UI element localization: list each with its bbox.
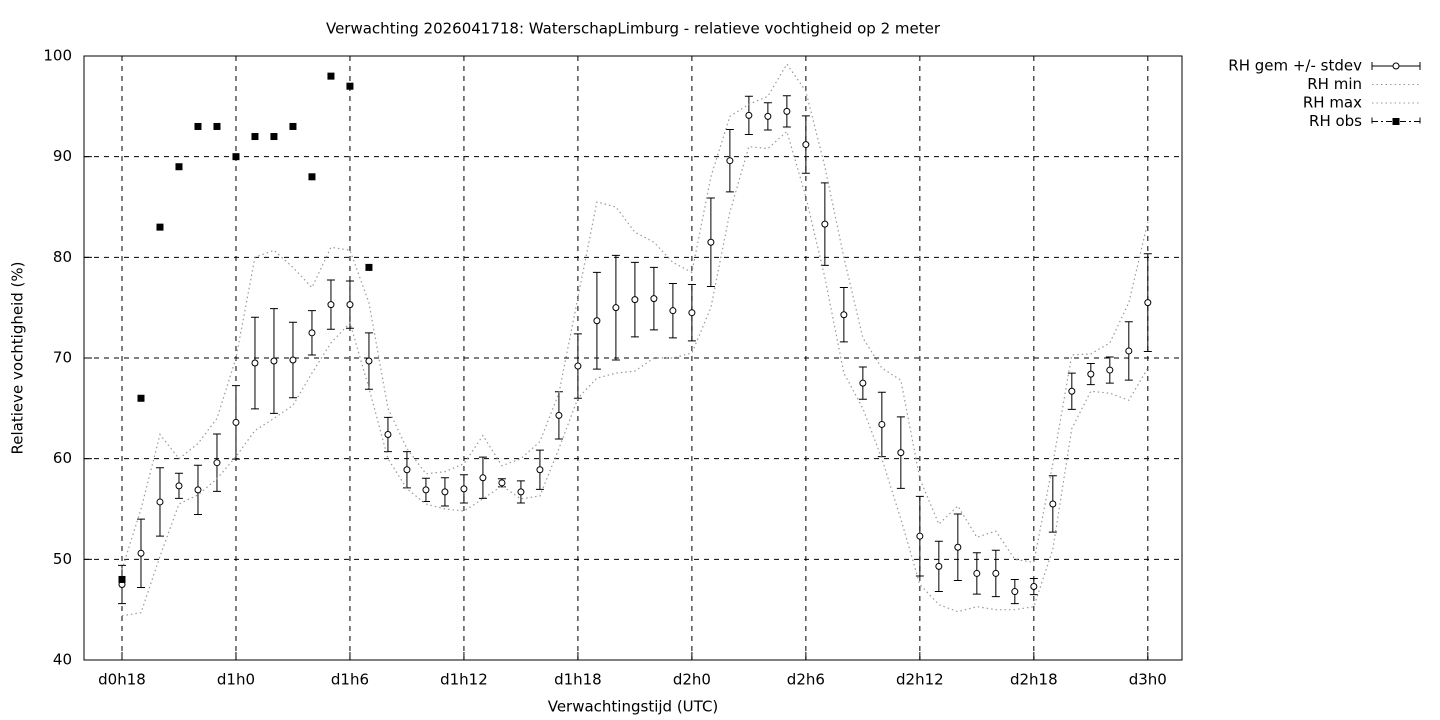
- x-tick-label: d2h12: [896, 671, 944, 689]
- obs-point: [308, 173, 316, 181]
- mean-point: [992, 569, 1000, 577]
- x-tick-label: d2h0: [673, 671, 711, 689]
- range-line: [121, 130, 1149, 617]
- mean-point: [859, 379, 867, 387]
- mean-point: [1106, 366, 1114, 374]
- y-tick-label: 100: [43, 47, 72, 65]
- y-tick-label: 70: [53, 349, 72, 367]
- mean-point: [954, 543, 962, 551]
- legend-swatch: [1392, 118, 1400, 125]
- mean-point: [1011, 588, 1019, 596]
- mean-point: [1087, 370, 1095, 378]
- mean-point: [973, 569, 981, 577]
- legend-swatch: [1392, 62, 1400, 70]
- mean-point: [232, 418, 240, 426]
- y-tick-label: 90: [53, 147, 72, 165]
- mean-point: [593, 317, 601, 325]
- mean-point: [422, 486, 430, 494]
- mean-point: [916, 532, 924, 540]
- mean-point: [479, 474, 487, 482]
- mean-point: [137, 549, 145, 557]
- mean-point: [707, 238, 715, 246]
- obs-point: [365, 263, 373, 271]
- x-tick-label: d1h18: [554, 671, 602, 689]
- mean-point: [1125, 347, 1133, 355]
- obs-point: [270, 133, 278, 141]
- x-tick-label: d3h0: [1129, 671, 1167, 689]
- legend-label: RH obs: [1309, 112, 1362, 130]
- mean-point: [1068, 387, 1076, 395]
- mean-point: [935, 562, 943, 570]
- mean-point: [1144, 299, 1152, 307]
- mean-point: [194, 486, 202, 494]
- mean-point: [821, 220, 829, 228]
- mean-point: [783, 107, 791, 115]
- mean-point: [555, 411, 563, 419]
- mean-point: [764, 112, 772, 120]
- y-tick-label: 60: [53, 449, 72, 467]
- chart-title: Verwachting 2026041718: WaterschapLimbur…: [326, 20, 941, 38]
- mean-point: [878, 420, 886, 428]
- mean-point: [156, 498, 164, 506]
- mean-point: [1030, 583, 1038, 591]
- mean-point: [726, 157, 734, 165]
- mean-point: [802, 141, 810, 149]
- obs-point: [327, 72, 335, 80]
- mean-point: [1049, 500, 1057, 508]
- mean-point: [403, 466, 411, 474]
- x-tick-label: d2h18: [1010, 671, 1058, 689]
- mean-point: [251, 359, 259, 367]
- mean-point: [213, 459, 221, 467]
- x-tick-label: d0h18: [98, 671, 146, 689]
- y-tick-label: 50: [53, 550, 72, 568]
- mean-point: [897, 449, 905, 457]
- obs-point: [156, 223, 164, 231]
- mean-point: [327, 301, 335, 309]
- mean-point: [384, 431, 392, 439]
- mean-point: [365, 357, 373, 365]
- obs-point: [194, 122, 202, 130]
- y-tick-label: 80: [53, 248, 72, 266]
- mean-point: [460, 485, 468, 493]
- x-tick-label: d1h0: [217, 671, 255, 689]
- x-axis-label: Verwachtingstijd (UTC): [548, 698, 719, 716]
- mean-point: [574, 362, 582, 370]
- legend-label: RH max: [1303, 94, 1362, 112]
- mean-point: [536, 466, 544, 474]
- obs-point: [213, 122, 221, 130]
- obs-point: [346, 82, 354, 90]
- mean-point: [669, 307, 677, 315]
- obs-point: [175, 163, 183, 171]
- mean-point: [840, 311, 848, 319]
- obs-point: [251, 133, 259, 141]
- x-tick-label: d2h6: [787, 671, 825, 689]
- mean-point: [346, 301, 354, 309]
- mean-point: [745, 111, 753, 119]
- x-tick-label: d1h12: [440, 671, 488, 689]
- mean-point: [175, 482, 183, 490]
- obs-point: [137, 394, 145, 402]
- mean-point: [289, 356, 297, 364]
- mean-point: [498, 479, 506, 487]
- mean-point: [517, 488, 525, 496]
- mean-point: [650, 295, 658, 303]
- mean-point: [308, 329, 316, 337]
- y-tick-label: 40: [53, 651, 72, 669]
- obs-point: [118, 575, 126, 583]
- legend-label: RH gem +/- stdev: [1228, 57, 1362, 75]
- mean-point: [270, 357, 278, 365]
- y-axis-label: Relatieve vochtigheid (%): [9, 261, 27, 454]
- obs-point: [289, 122, 297, 130]
- mean-point: [631, 296, 639, 304]
- x-tick-label: d1h6: [331, 671, 369, 689]
- mean-point: [441, 488, 449, 496]
- obs-point: [232, 153, 240, 161]
- mean-point: [612, 304, 620, 312]
- legend-label: RH min: [1307, 75, 1362, 93]
- mean-point: [688, 309, 696, 317]
